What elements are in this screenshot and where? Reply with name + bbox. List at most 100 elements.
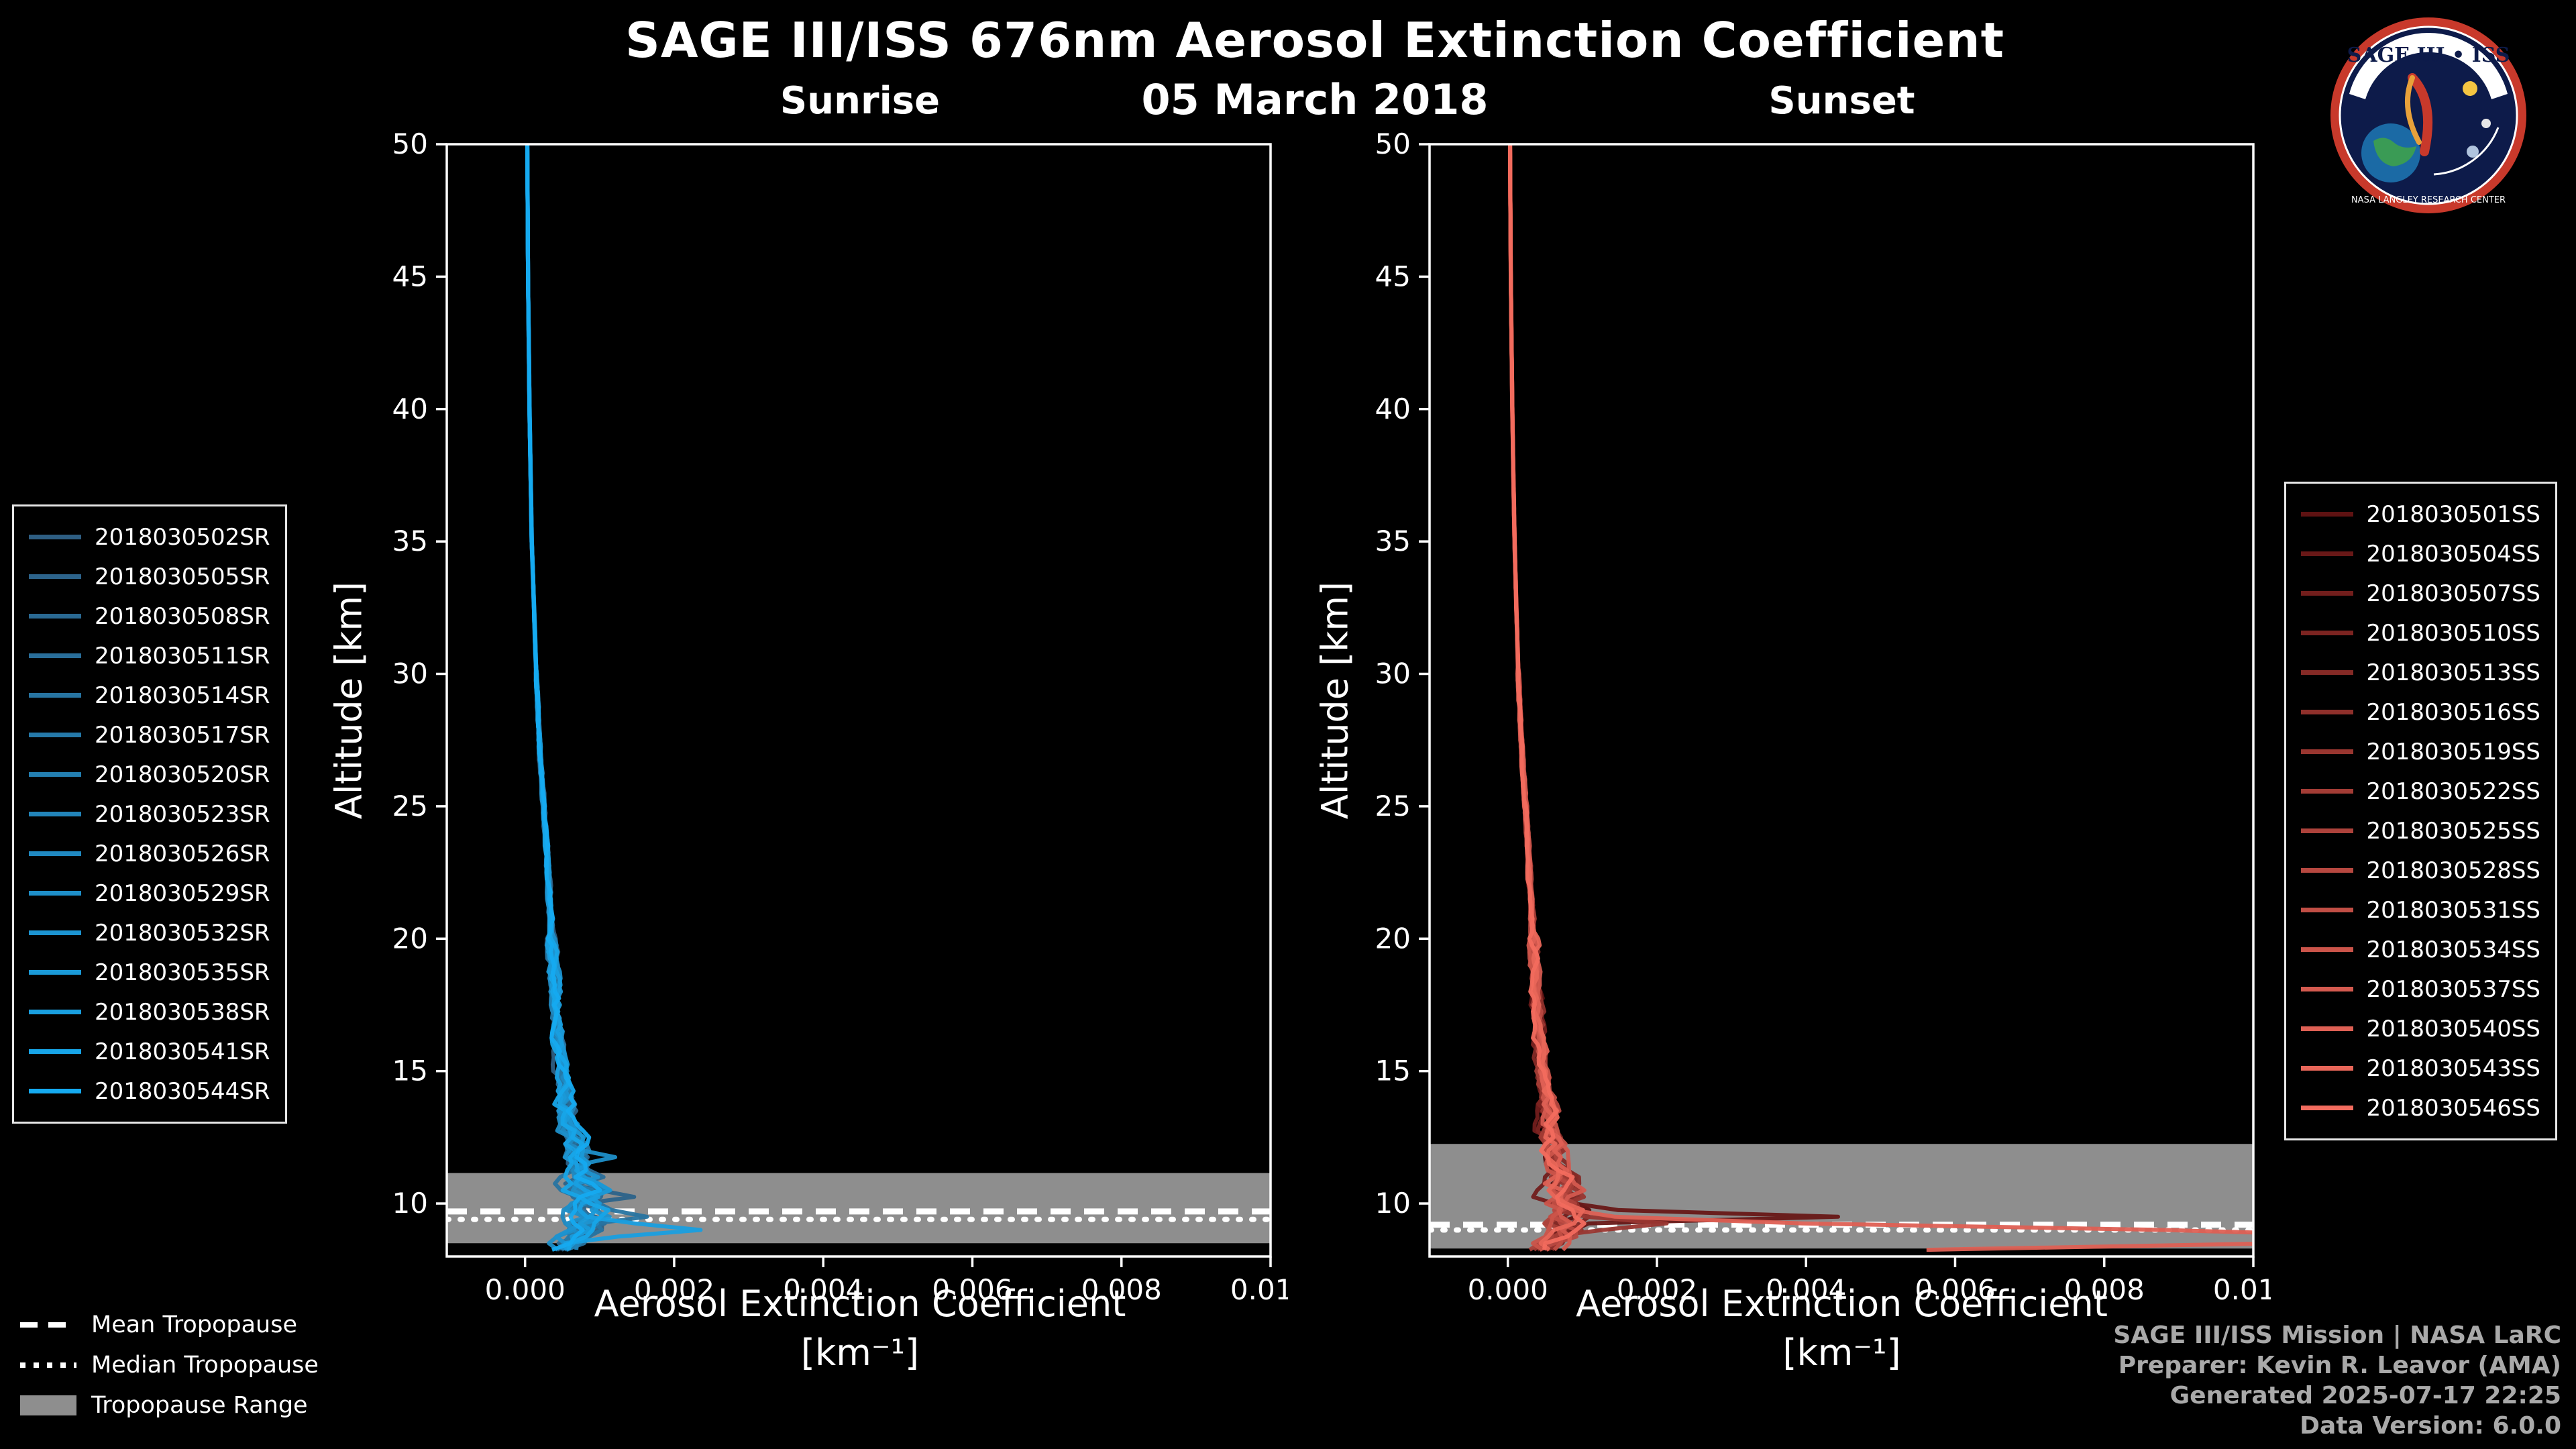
sunrise-event-legend: 2018030502SR 2018030505SR 2018030508SR 2018… [12, 504, 287, 1124]
svg-text:0.004: 0.004 [1766, 1273, 1846, 1306]
legend-entry-label: 2018030502SR [95, 523, 270, 551]
legend-entry: 2018030541SR [29, 1032, 270, 1071]
legend-line-sample [2300, 908, 2353, 912]
svg-text:15: 15 [1375, 1055, 1411, 1087]
legend-entry: 2018030519SS [2300, 732, 2540, 771]
median-tropopause-label: Median Tropopause [91, 1352, 319, 1379]
legend-entry: 2018030529SR [29, 873, 270, 913]
svg-text:0.010: 0.010 [2213, 1273, 2271, 1306]
legend-entry: 2018030507SS [2300, 574, 2540, 613]
svg-text:50: 50 [392, 127, 428, 160]
svg-text:0.008: 0.008 [2064, 1273, 2145, 1306]
legend-entry: 2018030540SS [2300, 1009, 2540, 1049]
legend-line-sample [2300, 868, 2353, 873]
svg-text:0.004: 0.004 [783, 1273, 863, 1306]
logo-figure [2408, 73, 2433, 156]
legend-entry-label: 2018030514SR [95, 682, 270, 709]
legend-entry-label: 2018030537SS [2366, 975, 2540, 1003]
legend-entry: 2018030513SS [2300, 653, 2540, 692]
legend-entry-label: 2018030531SS [2366, 896, 2540, 924]
sunrise-x-axis-label: Aerosol Extinction Coefficient [594, 1283, 1126, 1325]
svg-text:40: 40 [392, 392, 428, 425]
legend-entry: 2018030516SS [2300, 692, 2540, 732]
mission-credit: SAGE III/ISS Mission | NASA LaRC [2113, 1322, 2561, 1349]
legend-entry: 2018030532SR [29, 913, 270, 953]
svg-text:35: 35 [392, 525, 428, 557]
legend-entry-label: 2018030540SS [2366, 1015, 2540, 1042]
sunrise-plot: 10 15 20 25 30 35 40 45 50 0.000 0.002 0.004 0.006 0.… [392, 127, 1288, 1306]
mean-tropopause-label: Mean Tropopause [91, 1311, 298, 1338]
legend-entry-label: 2018030504SS [2366, 540, 2540, 568]
legend-entry-label: 2018030535SR [95, 959, 270, 986]
legend-entry: 2018030546SS [2300, 1088, 2540, 1128]
legend-line-sample [2300, 749, 2353, 754]
legend-entry-label: 2018030523SR [95, 800, 270, 828]
tropopause-legend: Mean Tropopause Median Tropopause Tropop… [20, 1305, 319, 1426]
legend-entry-label: 2018030517SR [95, 721, 270, 749]
legend-line-sample [2300, 828, 2353, 833]
svg-text:25: 25 [1375, 790, 1411, 822]
svg-text:0.002: 0.002 [634, 1273, 714, 1306]
legend-entry: 2018030520SR [29, 755, 270, 794]
legend-line-sample [29, 535, 81, 539]
legend-entry: 2018030505SR [29, 557, 270, 596]
logo-ring-text: NASA LANGLEY RESEARCH CENTER [2351, 195, 2506, 205]
sunrise-x-axis-unit: [km⁻¹] [800, 1332, 920, 1374]
tropopause-range-label: Tropopause Range [91, 1392, 308, 1419]
credits-block: SAGE III/ISS Mission | NASA LaRC Prepare… [2113, 1320, 2561, 1441]
legend-entry-label: 2018030516SS [2366, 698, 2540, 726]
svg-text:15: 15 [392, 1055, 428, 1087]
legend-line-sample [2300, 670, 2353, 675]
legend-line-sample [29, 970, 81, 975]
mean-tropopause-dash-sample [20, 1322, 76, 1328]
legend-line-sample [2300, 1066, 2353, 1071]
legend-line-sample [29, 930, 81, 935]
legend-entry-label: 2018030529SR [95, 879, 270, 907]
legend-entry-label: 2018030528SS [2366, 857, 2540, 884]
legend-entry: 2018030508SR [29, 596, 270, 636]
legend-line-sample [29, 614, 81, 619]
legend-entry: 2018030528SS [2300, 851, 2540, 890]
legend-entry-label: 2018030538SR [95, 998, 270, 1026]
svg-text:0.002: 0.002 [1617, 1273, 1697, 1306]
legend-line-sample [2300, 947, 2353, 952]
svg-text:45: 45 [392, 260, 428, 292]
svg-text:0.000: 0.000 [485, 1273, 566, 1306]
legend-line-sample [29, 891, 81, 896]
sunset-x-axis-label: Aerosol Extinction Coefficient [1576, 1283, 2108, 1325]
sunset-event-legend: 2018030501SS 2018030504SS 2018030507SS 2018… [2284, 482, 2557, 1140]
legend-entry-label: 2018030543SS [2366, 1055, 2540, 1082]
legend-entry-label: 2018030526SR [95, 840, 270, 867]
svg-text:0.006: 0.006 [1915, 1273, 1995, 1306]
data-version: Data Version: 6.0.0 [2300, 1412, 2561, 1440]
legend-entry-label: 2018030546SS [2366, 1094, 2540, 1122]
legend-entry-label: 2018030519SS [2366, 738, 2540, 765]
legend-entry-label: 2018030544SR [95, 1077, 270, 1105]
legend-entry: 2018030514SR [29, 676, 270, 715]
svg-text:0.006: 0.006 [932, 1273, 1012, 1306]
legend-entry: 2018030538SR [29, 992, 270, 1032]
legend-line-sample [2300, 1106, 2353, 1110]
legend-entry: 2018030510SS [2300, 613, 2540, 653]
legend-entry-label: 2018030501SS [2366, 500, 2540, 528]
legend-line-sample [29, 1010, 81, 1014]
legend-entry: 2018030526SR [29, 834, 270, 873]
svg-text:30: 30 [392, 657, 428, 690]
legend-entry: 2018030504SS [2300, 534, 2540, 574]
svg-text:20: 20 [392, 922, 428, 955]
legend-entry: 2018030523SR [29, 794, 270, 834]
legend-entry-label: 2018030513SS [2366, 659, 2540, 686]
legend-entry: 2018030522SS [2300, 771, 2540, 811]
sunrise-panel-title: Sunrise [780, 79, 941, 123]
legend-line-sample [2300, 591, 2353, 596]
legend-entry-label: 2018030522SS [2366, 777, 2540, 805]
legend-line-sample [29, 1089, 81, 1093]
legend-line-sample [29, 1049, 81, 1054]
legend-line-sample [2300, 987, 2353, 991]
sunset-x-axis-unit: [km⁻¹] [1782, 1332, 1901, 1374]
legend-entry-label: 2018030520SR [95, 761, 270, 788]
legend-entry-label: 2018030505SR [95, 563, 270, 590]
tropopause-range-legend-item: Tropopause Range [20, 1385, 319, 1426]
median-tropopause-dot-sample [20, 1362, 76, 1368]
